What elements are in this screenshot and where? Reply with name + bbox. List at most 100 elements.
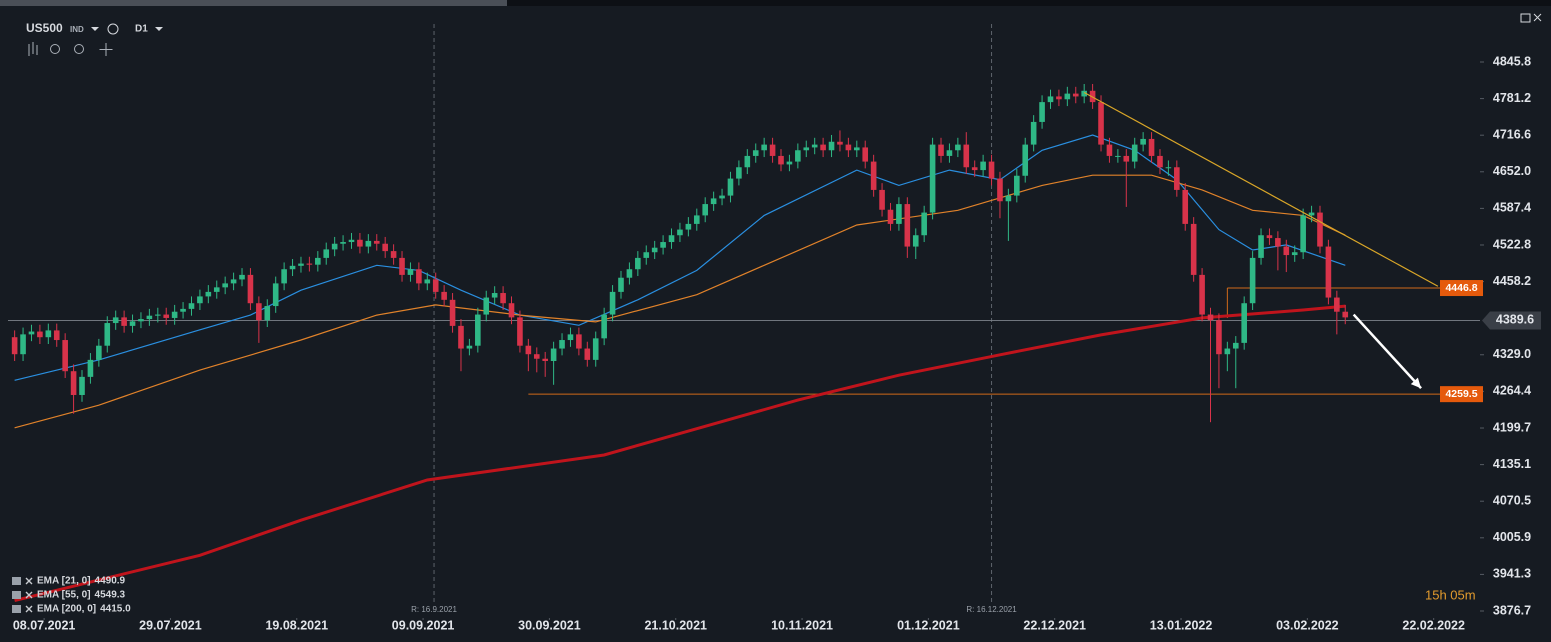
candle-body (1325, 246, 1332, 298)
y-tick-label: 4199.7 (1493, 420, 1531, 434)
candle-body (1308, 212, 1315, 216)
x-tick-label: 29.07.2021 (139, 618, 202, 632)
pan-icon[interactable] (99, 43, 113, 56)
candle-body (845, 144, 852, 151)
forecast-arrowhead (1410, 377, 1422, 389)
candle-body (525, 345, 532, 355)
candle-body (407, 269, 414, 275)
zoom-in-icon[interactable] (74, 44, 84, 54)
candle-body (306, 263, 313, 265)
x-tick-label: 22.02.2022 (1402, 618, 1465, 632)
legend-remove (25, 577, 33, 585)
zoom-out-icon[interactable] (50, 44, 60, 54)
x-tick-label: 19.08.2021 (265, 618, 328, 632)
x-tick-label: 01.12.2021 (897, 618, 960, 632)
candle-body (601, 314, 607, 339)
timeframe[interactable]: D1 (135, 24, 148, 35)
maximize-icon[interactable] (1520, 13, 1531, 23)
candle-body (239, 274, 245, 280)
candle-body (37, 331, 43, 338)
candle-body (980, 161, 986, 171)
candle-body (340, 242, 346, 244)
candle-body (971, 167, 978, 171)
level-label: 4259.5 (1445, 388, 1477, 400)
candle-body (592, 338, 599, 360)
symbol-dropdown[interactable] (91, 27, 99, 31)
candle-body (904, 204, 911, 247)
candle-body (1199, 274, 1205, 315)
candle-body (331, 243, 338, 250)
candle-body (567, 334, 574, 341)
x-tick-label: 30.09.2021 (518, 618, 581, 632)
symbol[interactable]: US500 (26, 21, 63, 35)
candle-body (1216, 320, 1222, 355)
candle-body (761, 144, 767, 151)
y-tick-label: 3876.7 (1493, 603, 1531, 617)
scroll-track (507, 0, 1551, 6)
candle-body (1056, 96, 1062, 100)
candle-body (104, 323, 111, 346)
candle-body (163, 314, 170, 318)
candle-body (28, 331, 35, 335)
candle-body (1115, 155, 1121, 157)
legend-name: EMA [55, 0] (37, 590, 91, 601)
candle-body (11, 337, 18, 355)
candle-body (786, 161, 793, 165)
indicators-icon[interactable] (28, 42, 38, 56)
level-label-box (1440, 386, 1483, 403)
candle-body (609, 291, 616, 315)
candle-body (1098, 102, 1104, 145)
candle-body (1005, 195, 1012, 202)
y-tick-label: 4716.6 (1493, 127, 1531, 141)
candle-body (879, 189, 885, 210)
candle-body (1022, 144, 1029, 176)
market: IND (70, 25, 84, 34)
scrollbar[interactable] (0, 0, 507, 6)
candle-body (1300, 215, 1306, 253)
candle-body (281, 269, 287, 284)
candle-body (988, 161, 995, 179)
candle-body (870, 161, 877, 190)
ema-line (14, 174, 1346, 429)
y-tick-label: 4070.5 (1493, 494, 1531, 508)
candle-body (256, 303, 262, 321)
timeframe-dropdown[interactable] (155, 27, 163, 31)
candle-body (1182, 189, 1189, 224)
candle-body (323, 249, 330, 258)
x-tick-label: 21.10.2021 (644, 618, 707, 632)
close-icon[interactable] (1533, 13, 1542, 22)
legend-remove (25, 591, 33, 599)
candle-body (146, 315, 153, 320)
candle-body (1039, 102, 1045, 122)
candle-body (1030, 121, 1037, 145)
candle-body (677, 229, 683, 236)
legend-icon (12, 591, 21, 599)
candle-body (685, 223, 692, 230)
candle-body (483, 297, 490, 315)
legend-value: 4415.0 (100, 604, 131, 615)
last-price-box (1482, 311, 1541, 330)
candle-body (382, 243, 388, 252)
candle-body (1148, 138, 1155, 156)
candle-body (1291, 252, 1298, 256)
candle-body (197, 296, 203, 304)
candle-body (559, 340, 565, 349)
candle-body (441, 291, 447, 300)
candle-body (938, 144, 944, 156)
y-tick-label: 4522.8 (1493, 237, 1531, 251)
candle-body (247, 274, 254, 304)
candle-body (20, 334, 26, 355)
candle-body (643, 252, 650, 258)
candle-body (946, 150, 953, 156)
event-marker-label: R: 16.9.2021 (411, 605, 457, 614)
info-icon[interactable] (107, 23, 119, 35)
candle-body (138, 319, 144, 322)
candle-body (660, 242, 666, 248)
candle-body (651, 247, 658, 253)
candle-body (1258, 235, 1264, 258)
candle-body (1334, 297, 1340, 312)
candle-body (584, 348, 591, 360)
candle-body (533, 354, 540, 359)
candle-body (1106, 144, 1113, 156)
